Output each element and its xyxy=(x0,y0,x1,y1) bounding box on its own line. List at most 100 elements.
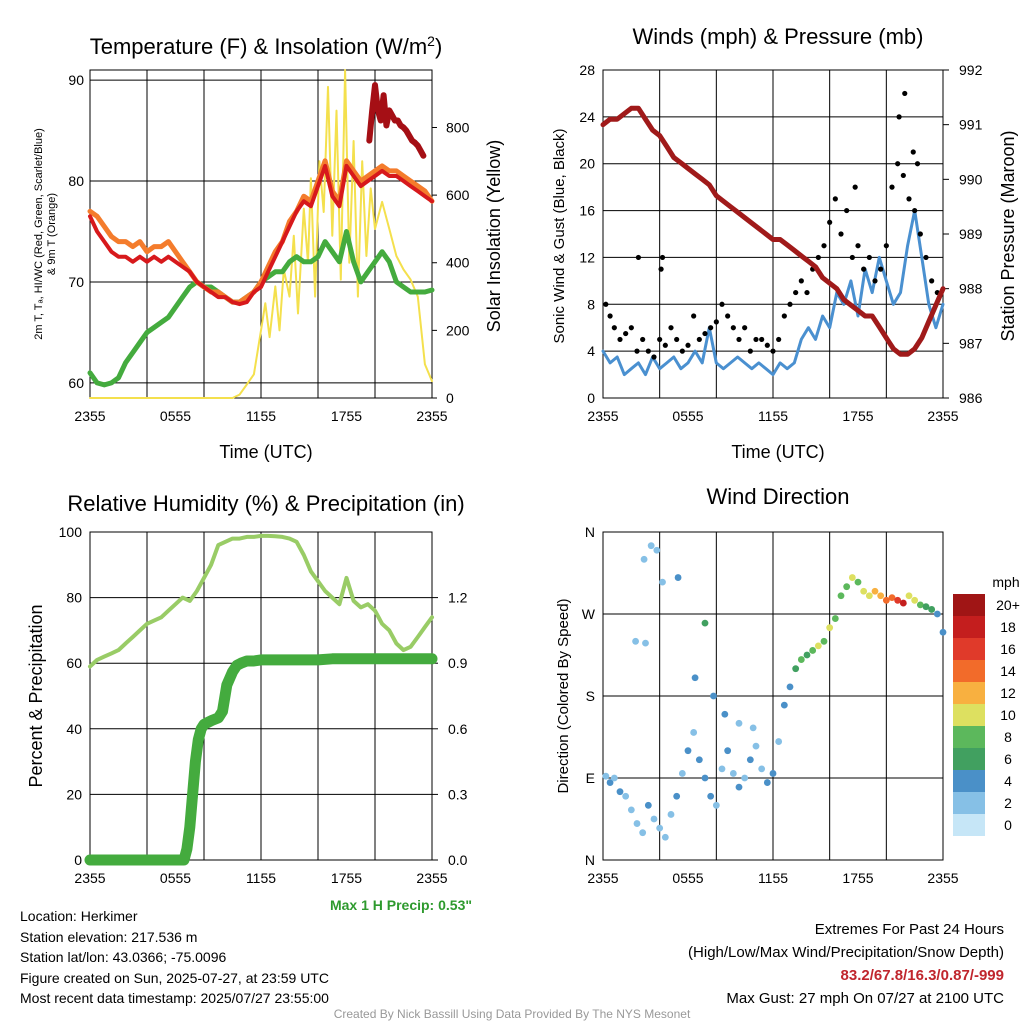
gust-point xyxy=(896,114,902,120)
rh-ytick-right-label: 0.6 xyxy=(448,721,468,737)
direction-point xyxy=(899,599,907,607)
wind-ytick-right-label: 987 xyxy=(959,335,983,351)
direction-point xyxy=(653,546,661,554)
direction-point xyxy=(701,774,709,782)
legend-swatch xyxy=(953,660,985,682)
legend-title: mph xyxy=(992,574,1019,590)
station-pressure-line xyxy=(600,105,946,357)
direction-point xyxy=(724,747,732,755)
legend-label: 10 xyxy=(1000,707,1016,723)
direction-point xyxy=(752,742,760,750)
wind-ytick-right-label: 992 xyxy=(959,62,983,78)
gust-point xyxy=(635,254,642,261)
legend-swatch xyxy=(953,616,985,638)
dir-ytick-label: E xyxy=(586,770,595,786)
rh-ytick-label: 20 xyxy=(66,786,82,802)
rh-ytick-label: 60 xyxy=(66,655,82,671)
wind-ytick-label: 16 xyxy=(579,203,595,219)
gust-point xyxy=(866,254,872,261)
gust-point xyxy=(832,196,838,202)
wind-ytick-label: 28 xyxy=(579,62,595,78)
dir-xtick-label: 2355 xyxy=(587,870,618,886)
gust-point xyxy=(914,161,921,167)
gust-point xyxy=(844,207,850,214)
direction-point xyxy=(871,587,879,595)
recent-timestamp: Most recent data timestamp: 2025/07/27 2… xyxy=(20,990,329,1006)
gust-point xyxy=(702,330,708,337)
wind-ytick-right-label: 989 xyxy=(959,226,983,242)
wind-ytick-label: 24 xyxy=(579,109,595,125)
direction-point xyxy=(659,578,666,586)
extremes-subtitle: (High/Low/Max Wind/Precipitation/Snow De… xyxy=(688,944,1004,961)
rh-xtick-label: 2355 xyxy=(74,870,105,886)
rh-ytick-right-label: 1.2 xyxy=(448,590,468,606)
direction-point xyxy=(701,619,709,627)
wind-title: Winds (mph) & Pressure (mb) xyxy=(633,24,924,49)
legend-swatch xyxy=(953,814,985,836)
wind-xlabel: Time (UTC) xyxy=(731,442,824,462)
rh-xtick-label: 1155 xyxy=(246,870,276,886)
gust-point xyxy=(815,254,821,261)
direction-point xyxy=(627,806,635,814)
direction-point xyxy=(854,578,862,586)
direction-point xyxy=(933,610,941,618)
direction-point xyxy=(690,729,698,736)
legend-label: 20+ xyxy=(996,597,1020,613)
lat-lon: Station lat/lon: 43.0366; -75.0096 xyxy=(20,949,227,965)
direction-point xyxy=(691,674,699,682)
max-gust: Max Gust: 27 mph On 07/27 at 2100 UTC xyxy=(726,990,1004,1007)
gust-point xyxy=(628,325,634,331)
direction-point xyxy=(735,783,743,791)
gust-point xyxy=(770,348,776,354)
wind-ylabel: Sonic Wind & Gust (Blue, Black) xyxy=(551,128,568,343)
gust-point xyxy=(611,325,617,331)
direction-point xyxy=(775,738,783,745)
direction-point xyxy=(843,583,851,591)
gust-point xyxy=(753,336,759,343)
temp-xlabel: Time (UTC) xyxy=(219,442,312,462)
direction-point xyxy=(647,542,655,550)
gust-point xyxy=(645,348,651,354)
gust-point xyxy=(725,313,731,319)
direction-point xyxy=(865,592,873,600)
direction-point xyxy=(656,824,664,832)
created-date: Figure created on Sun, 2025-07-27, at 23… xyxy=(20,969,329,986)
gust-point xyxy=(787,301,793,307)
wind-ytick-label: 8 xyxy=(587,296,595,312)
gust-point xyxy=(634,348,640,354)
temp-ytick-right-label: 400 xyxy=(446,255,470,271)
gust-point xyxy=(821,243,827,249)
rh-ytick-label: 100 xyxy=(59,524,83,540)
gust-point xyxy=(902,90,908,97)
direction-point xyxy=(780,701,788,709)
direction-point xyxy=(758,765,766,773)
direction-point xyxy=(632,637,639,645)
gust-point xyxy=(827,219,833,225)
rh-ylabel: Percent & Precipitation xyxy=(26,604,46,787)
direction-point xyxy=(905,592,913,600)
direction-point xyxy=(792,665,800,673)
wind-ytick-label: 20 xyxy=(579,156,595,172)
temp-ytick-label: 80 xyxy=(68,173,84,189)
direction-point xyxy=(695,756,703,764)
gust-point xyxy=(742,325,748,331)
rh-ytick-label: 80 xyxy=(66,590,82,606)
direction-point xyxy=(684,747,692,755)
dir-ytick-label: W xyxy=(582,606,596,622)
legend-label: 14 xyxy=(1000,663,1016,679)
wind-panel: Winds (mph) & Pressure (mb) Time (UTC) S… xyxy=(551,24,1018,462)
gust-point xyxy=(696,336,702,343)
direction-point xyxy=(826,624,834,632)
gust-point xyxy=(674,336,680,343)
temp-xtick-label: 0555 xyxy=(160,408,191,424)
elevation: Station elevation: 217.536 m xyxy=(20,928,198,945)
wind-ytick-right-label: 991 xyxy=(959,117,983,133)
gust-point xyxy=(657,336,663,343)
direction-point xyxy=(803,651,811,659)
wind-ytick-label: 12 xyxy=(579,249,595,265)
gust-point xyxy=(623,330,629,337)
extremes-values: 83.2/67.8/16.3/0.87/-999 xyxy=(840,967,1004,984)
legend-swatch xyxy=(953,770,985,792)
direction-point xyxy=(749,724,757,732)
